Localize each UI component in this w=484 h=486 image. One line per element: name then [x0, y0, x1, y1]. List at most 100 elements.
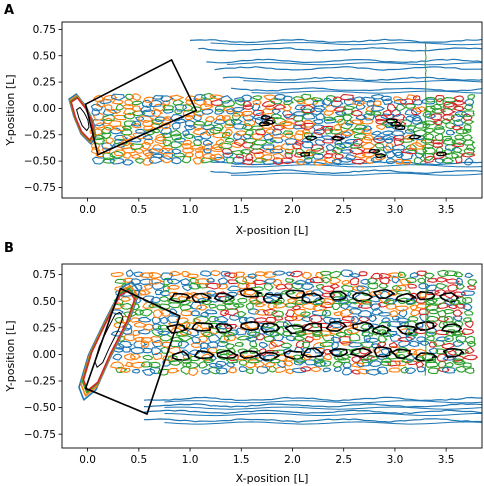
contour-loop: [302, 112, 316, 120]
contour-loop: [166, 284, 180, 290]
contour-loop: [201, 108, 214, 115]
contour-loop: [394, 125, 406, 131]
contour-loop: [463, 124, 472, 131]
contour-loop: [343, 105, 356, 111]
contour-loop: [210, 270, 221, 277]
contour-loop: [417, 277, 426, 284]
x-tick-label: 2.0: [284, 454, 301, 466]
contour-loop: [192, 128, 208, 136]
x-tick-label: 3.5: [438, 454, 455, 466]
contour-loop: [397, 271, 407, 278]
contour-loop: [292, 96, 305, 103]
contour-loop: [381, 98, 394, 105]
contour-loop: [369, 303, 382, 311]
contour-streak: [143, 396, 482, 402]
contour-loop: [272, 124, 287, 131]
contour-loop: [333, 366, 342, 372]
contour-lines-a: [68, 38, 482, 176]
contour-loop: [462, 134, 473, 141]
contour-loop: [208, 303, 217, 309]
contour-loop: [131, 153, 142, 159]
contour-loop: [301, 302, 318, 310]
contour-loop: [281, 342, 293, 349]
contour-loop: [351, 316, 360, 324]
contour-loop: [425, 331, 437, 337]
contour-loop: [442, 114, 455, 122]
contour-loop: [152, 309, 164, 319]
contour-loop: [263, 271, 277, 278]
contour-loop: [168, 270, 183, 276]
contour-streak: [189, 38, 482, 44]
contour-loop: [460, 110, 475, 117]
contour-loop: [234, 99, 246, 106]
x-tick-label: 2.5: [335, 454, 352, 466]
contour-loop: [172, 99, 184, 106]
contour-loop: [151, 144, 165, 152]
contour-loop: [338, 358, 351, 364]
contour-loop: [216, 349, 239, 360]
contour-loop: [277, 360, 287, 369]
contour-loop: [184, 114, 194, 121]
contour-loop: [406, 331, 419, 337]
contour-loop: [294, 104, 306, 111]
y-tick-label: 0.75: [33, 24, 56, 36]
contour-loop: [168, 291, 178, 297]
y-tick-label: −0.75: [24, 182, 56, 194]
contour-loop: [436, 151, 448, 157]
contour-loop: [406, 94, 418, 101]
contour-loop: [225, 362, 236, 368]
contour-loop: [339, 142, 354, 149]
contour-loop: [461, 328, 475, 336]
contour-loop: [223, 331, 236, 337]
contour-loop: [333, 96, 343, 103]
x-tick-label: 2.5: [335, 204, 352, 216]
contour-loop: [323, 353, 333, 361]
y-tick-label: 0.50: [33, 50, 56, 62]
contour-loop: [242, 100, 253, 108]
contour-loop: [430, 113, 443, 121]
contour-loop: [295, 148, 305, 156]
contour-loop: [361, 299, 372, 305]
contour-loop: [320, 301, 334, 309]
contour-loop: [325, 144, 336, 151]
contour-loop: [123, 120, 137, 127]
contour-loop: [442, 321, 458, 328]
contour-loop: [168, 94, 184, 101]
panel-label-b: B: [4, 241, 14, 256]
contour-loop: [160, 272, 174, 281]
contour-loop: [151, 119, 164, 126]
contour-loop: [208, 334, 222, 343]
contour-loop: [214, 108, 225, 115]
contour-loop: [249, 125, 264, 131]
contour-loop: [293, 309, 307, 316]
contour-loop: [464, 272, 474, 279]
contour-loop: [191, 144, 205, 150]
contour-loop: [118, 340, 133, 348]
contour-loop: [161, 151, 174, 160]
contour-loop: [365, 110, 376, 116]
contour-loop: [181, 349, 190, 356]
contour-loop: [311, 299, 324, 306]
contour-loop: [283, 350, 305, 361]
contour-loop: [382, 109, 393, 117]
contour-loop: [193, 120, 206, 126]
contour-loop: [319, 330, 333, 337]
contour-loop: [158, 316, 169, 324]
contour-loop: [140, 141, 152, 150]
contour-loop: [310, 147, 325, 155]
contour-loop: [230, 141, 243, 149]
contour-loop: [416, 336, 426, 343]
contour-loop: [285, 309, 296, 318]
contour-loop: [134, 148, 144, 154]
contour-loop: [453, 105, 465, 112]
contour-loop: [221, 148, 233, 155]
contour-loop: [258, 342, 269, 349]
contour-loop: [444, 144, 459, 151]
contour-loop: [289, 270, 304, 278]
contour-loop: [262, 144, 275, 151]
contour-loop: [333, 106, 347, 112]
contour-loop: [133, 271, 144, 278]
contour-loop: [304, 335, 315, 343]
contour-loop: [126, 269, 134, 277]
contour-streak: [206, 58, 482, 64]
